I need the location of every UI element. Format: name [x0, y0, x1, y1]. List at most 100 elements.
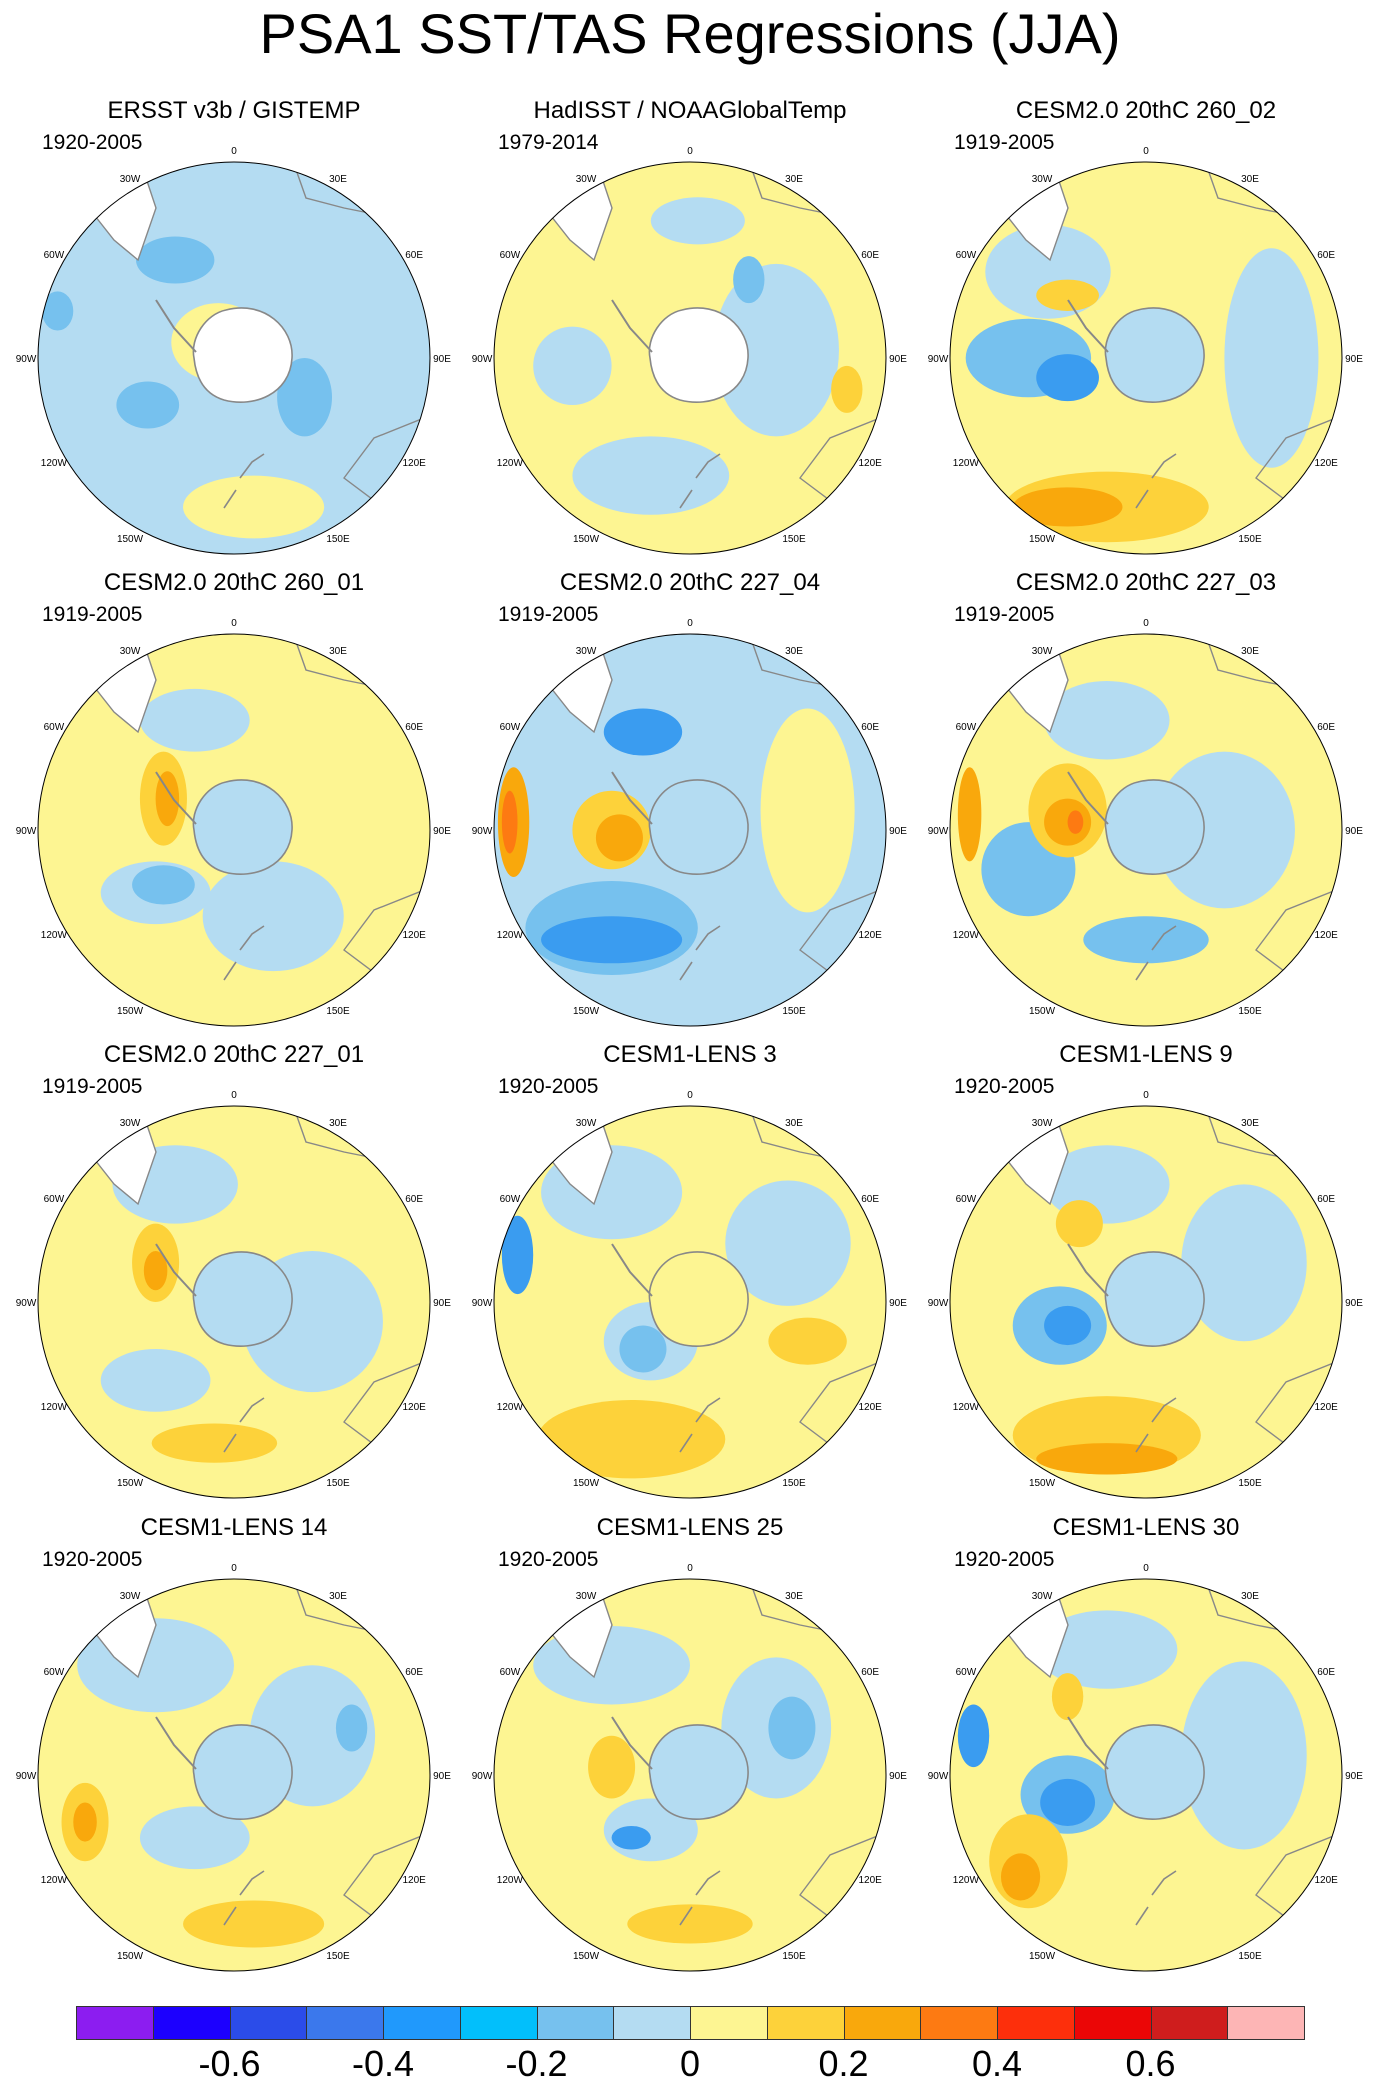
longitude-label: 150W [117, 534, 144, 545]
anomaly-contour [132, 865, 195, 905]
map-panel: CESM2.0 20thC 260_01 1919-2005 0 30E 60E 90E 1… [4, 568, 464, 1028]
anomaly-contour [136, 236, 215, 284]
longitude-label: 90E [433, 354, 451, 365]
anomaly-contour [1083, 916, 1209, 964]
antarctica-coastline [192, 307, 293, 403]
anomaly-contour [143, 1251, 168, 1291]
new-zealand-coastline [679, 1397, 721, 1453]
colorbar-swatch [536, 2006, 615, 2040]
map-panel: CESM1-LENS 14 1920-2005 0 30E 60E 90E 120E 150E… [4, 1513, 464, 1973]
antarctic-peninsula [611, 299, 653, 353]
longitude-label: 60E [1317, 250, 1335, 261]
longitude-label: 30W [576, 1118, 597, 1129]
map-border [493, 1105, 887, 1499]
new-zealand-coastline [223, 925, 265, 981]
anomaly-contour [1036, 1610, 1178, 1689]
anomaly-contour [277, 358, 332, 437]
new-zealand-coastline [1135, 1397, 1177, 1453]
longitude-label: 90E [889, 1298, 907, 1309]
anomaly-contour [725, 1180, 851, 1306]
map-border [493, 1578, 887, 1972]
anomaly-contour [1051, 1673, 1084, 1721]
anomaly-contour [768, 1317, 847, 1365]
colorbar-swatch [459, 2006, 538, 2040]
colorbar-swatch [152, 2006, 231, 2040]
longitude-label: 150W [573, 1006, 600, 1017]
longitude-label: 30W [1032, 1591, 1053, 1602]
longitude-label: 30E [1241, 174, 1259, 185]
longitude-label: 150W [573, 1951, 600, 1962]
anomaly-contour [595, 814, 643, 862]
anomaly-contour [202, 861, 344, 972]
longitude-label: 150W [1029, 1006, 1056, 1017]
longitude-label: 150W [573, 534, 600, 545]
new-zealand-coastline [679, 1870, 721, 1926]
longitude-label: 150E [782, 1006, 806, 1017]
longitude-label: 60W [956, 722, 977, 733]
longitude-label: 60W [956, 1194, 977, 1205]
panel-years: 1920-2005 [498, 1075, 599, 1098]
longitude-label: 60E [861, 250, 879, 261]
longitude-label: 60W [500, 250, 521, 261]
longitude-label: 0 [231, 1563, 237, 1574]
longitude-label: 90W [928, 354, 949, 365]
anomaly-contour [1036, 1443, 1178, 1475]
antarctic-peninsula [1067, 1716, 1109, 1770]
antarctica-coastline [648, 307, 749, 403]
longitude-label: 60E [861, 722, 879, 733]
anomaly-contour [73, 1802, 97, 1842]
longitude-label: 60E [1317, 1194, 1335, 1205]
colorbar-swatch [1150, 2006, 1229, 2040]
longitude-label: 30E [329, 1591, 347, 1602]
panel-title: CESM2.0 20thC 260_01 [103, 569, 365, 596]
anomaly-contour [151, 1423, 278, 1463]
anomaly-contour [1044, 798, 1092, 846]
anomaly-contour [335, 1704, 368, 1752]
longitude-label: 60E [861, 1194, 879, 1205]
longitude-label: 0 [687, 1090, 693, 1101]
panel-title: CESM2.0 20thC 227_04 [559, 569, 821, 596]
anomaly-contour [541, 916, 683, 964]
longitude-label: 90W [928, 1298, 949, 1309]
longitude-label: 30W [576, 1591, 597, 1602]
longitude-label: 60E [405, 1194, 423, 1205]
longitude-label: 150W [1029, 1478, 1056, 1489]
polar-map: 030E60E90E120E150E180150W120W90W60W30W [16, 146, 451, 555]
panel-years: 1919-2005 [42, 603, 143, 626]
longitude-label: 0 [687, 1563, 693, 1574]
anomaly-contour [572, 436, 730, 515]
polar-map: 030E60E90E120E150E180150W120W90W60W30W [928, 1563, 1363, 1972]
longitude-label: 0 [687, 146, 693, 157]
anomaly-contour [957, 1704, 990, 1768]
longitude-label: 90E [1345, 826, 1363, 837]
longitude-label: 60W [44, 722, 65, 733]
anomaly-contour [1067, 810, 1084, 834]
colorbar-tick-label: -0.6 [198, 2043, 261, 2084]
anomaly-contour [760, 708, 855, 913]
longitude-label: 30W [576, 646, 597, 657]
longitude-label: 60W [956, 1667, 977, 1678]
anomaly-contour [650, 197, 745, 245]
colorbar-tick-label: -0.2 [505, 2043, 568, 2084]
longitude-label: 90E [889, 354, 907, 365]
longitude-label: 0 [231, 618, 237, 629]
longitude-label: 90E [1345, 354, 1363, 365]
antarctic-peninsula [155, 1243, 197, 1297]
longitude-label: 120E [858, 930, 882, 941]
longitude-label: 60W [500, 722, 521, 733]
panel-title: HadISST / NOAAGlobalTemp [533, 97, 847, 124]
map-panel: CESM2.0 20thC 227_01 1919-2005 0 30E 60E 90E 1… [4, 1040, 464, 1500]
longitude-label: 120E [1314, 930, 1338, 941]
longitude-label: 60E [1317, 722, 1335, 733]
map-border [37, 633, 431, 1027]
map-panel: CESM2.0 20thC 260_02 1919-2005 0 30E 60E 90E 1… [916, 96, 1376, 556]
anomaly-contour [183, 1900, 325, 1948]
longitude-label: 0 [687, 618, 693, 629]
panel-years: 1919-2005 [954, 603, 1055, 626]
anomaly-contour [619, 1325, 667, 1373]
longitude-label: 90W [16, 826, 37, 837]
longitude-label: 30W [120, 1118, 141, 1129]
longitude-label: 30E [785, 646, 803, 657]
longitude-label: 150E [326, 1951, 350, 1962]
longitude-label: 30E [329, 1118, 347, 1129]
